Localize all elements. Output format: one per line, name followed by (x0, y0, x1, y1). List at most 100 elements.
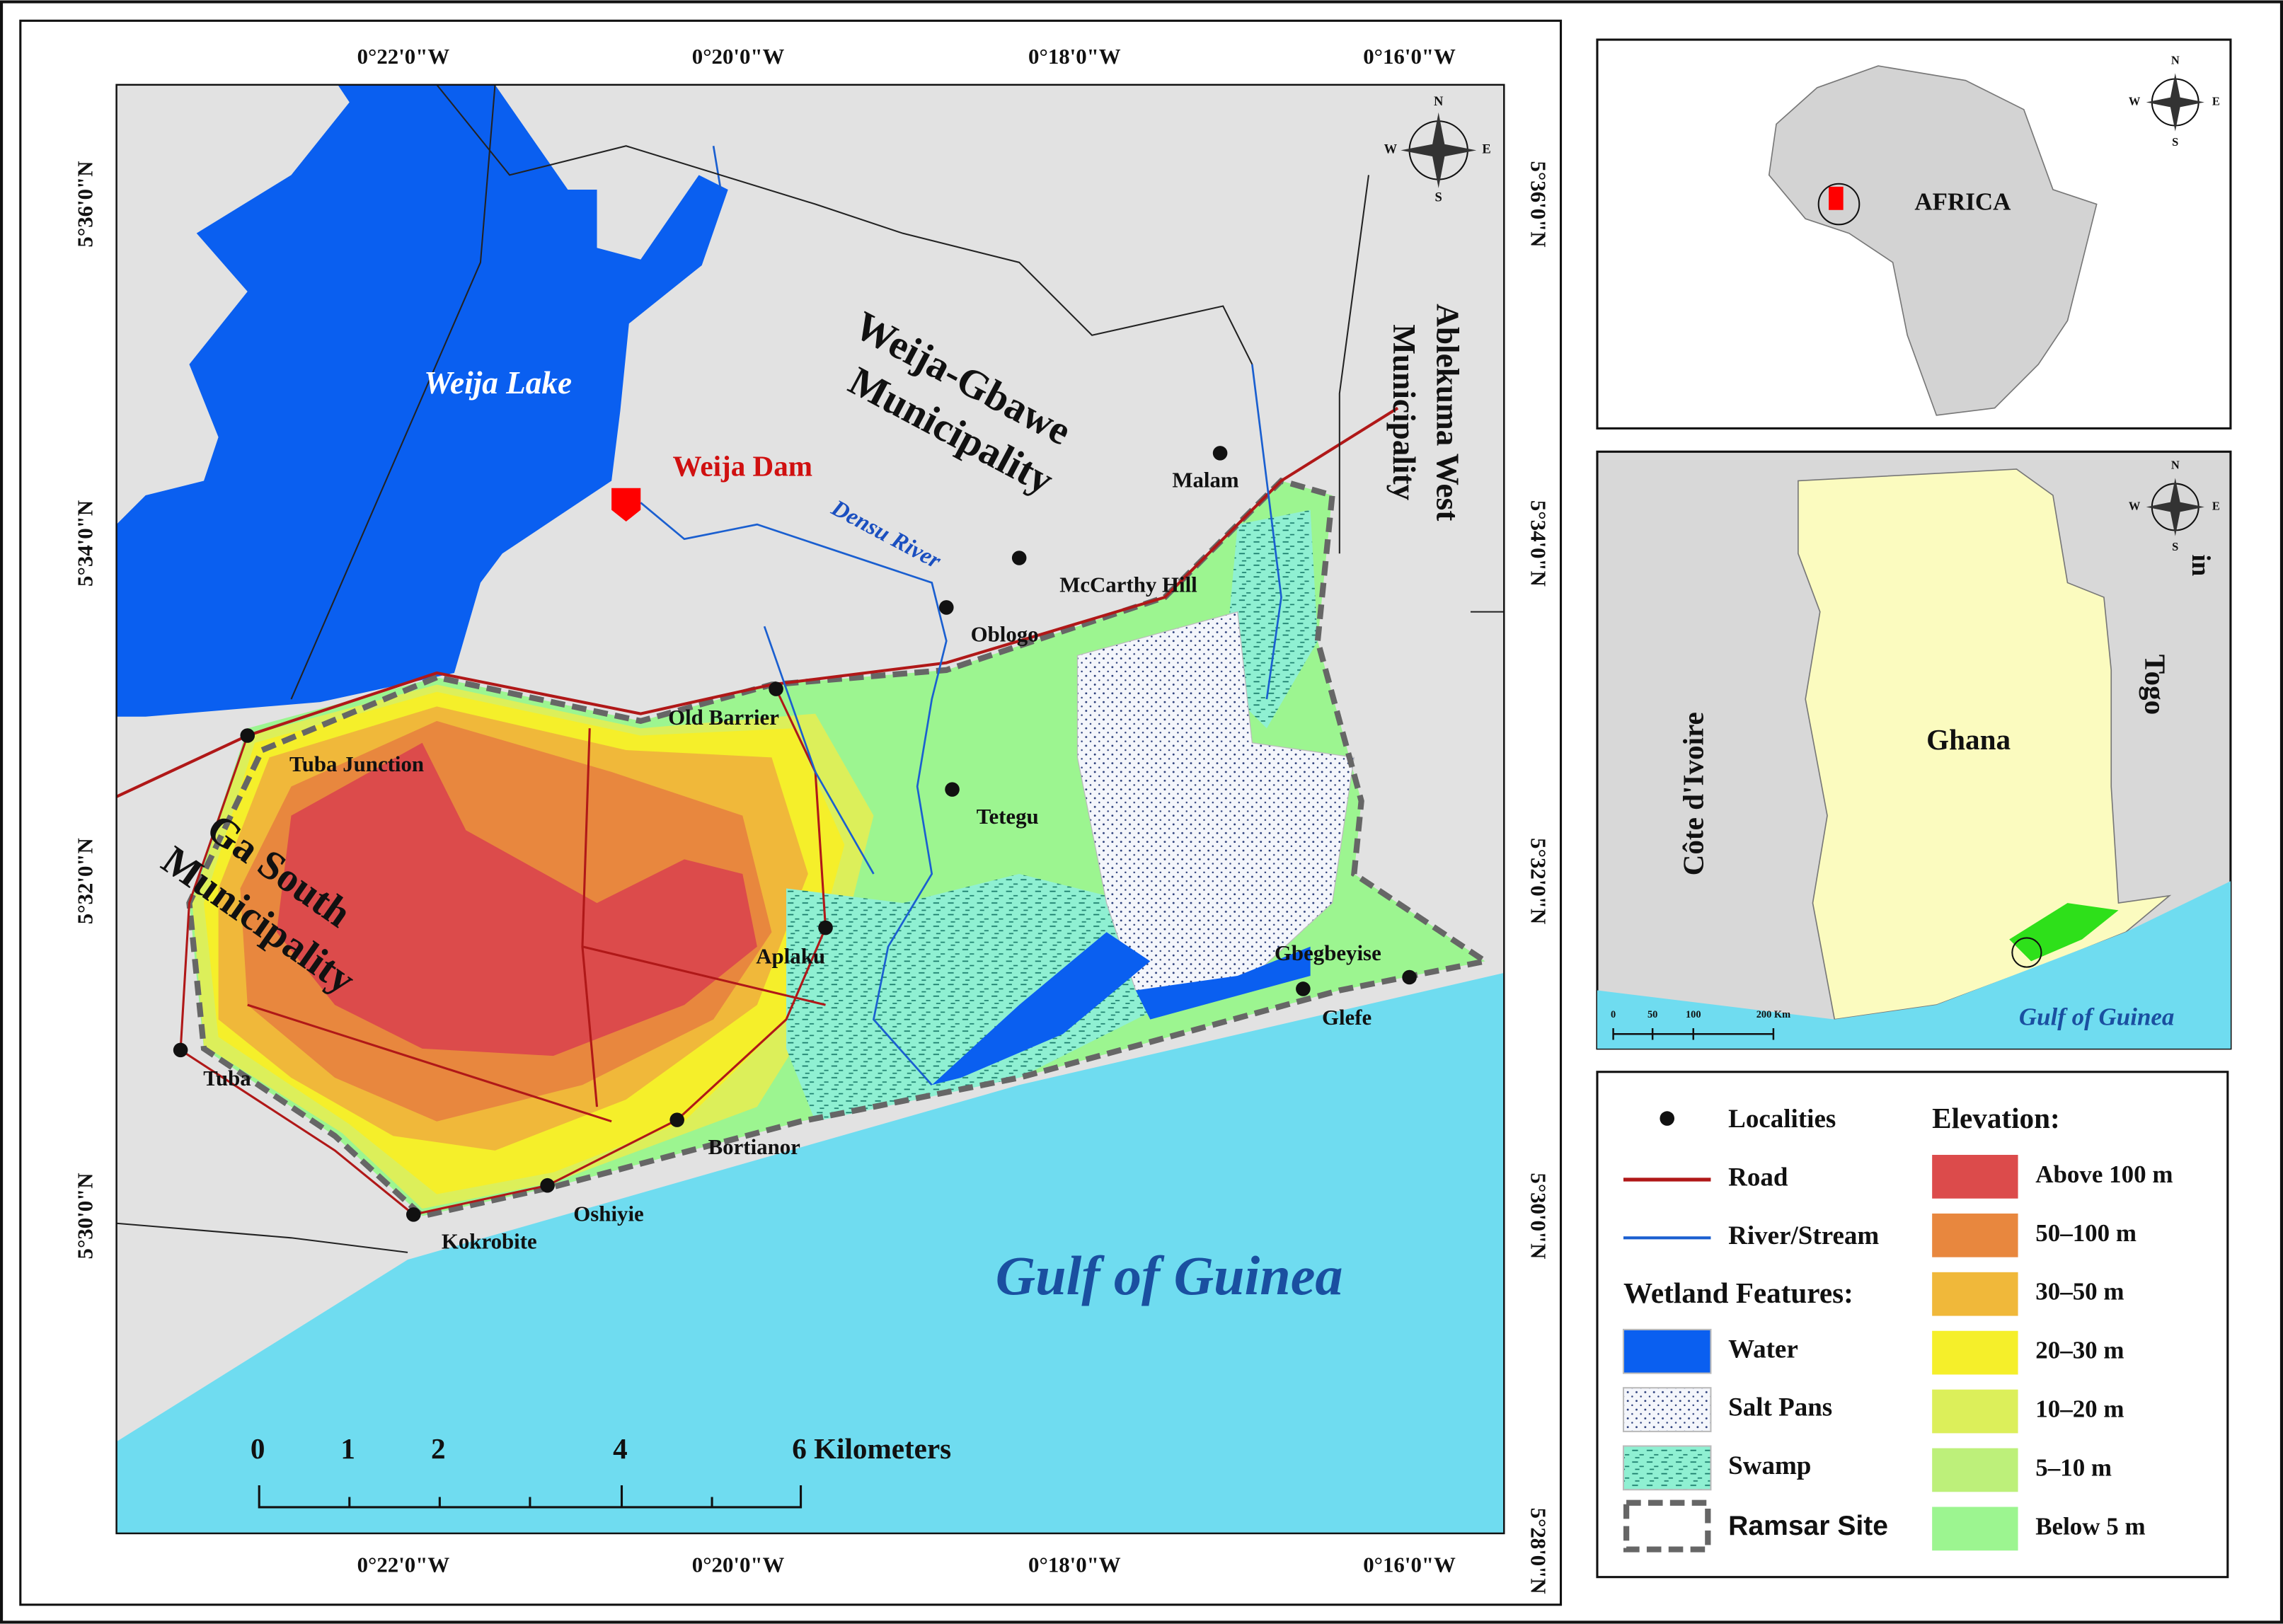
legend (1596, 1071, 2229, 1579)
locality-dot (240, 728, 255, 743)
legend-label: 20–30 m (2035, 1337, 2124, 1364)
lon-label: 0°18'0"W (1028, 45, 1121, 69)
lat-label: 5°34'0"N (1526, 500, 1550, 587)
label-fragment: in (2186, 554, 2215, 576)
ramsar-boundary (186, 477, 1493, 1219)
compass-letter: S (1435, 191, 1442, 205)
locality-dot (1212, 446, 1228, 461)
swamp (786, 873, 1165, 1122)
compass-letter: W (2129, 499, 2141, 512)
locality-dot (939, 600, 954, 615)
compass-letter: S (2172, 540, 2178, 553)
legend-swatch (1932, 1389, 2018, 1434)
scale-label: 0 (251, 1432, 265, 1465)
legend-label: Ramsar Site (1728, 1511, 1888, 1541)
sea (116, 972, 1505, 1533)
locality-label: Oblogo (971, 623, 1039, 647)
locality-label: Tuba Junction (289, 752, 424, 776)
legend-swatch (1932, 1448, 2018, 1492)
dam-label: Weija Dam (672, 449, 812, 482)
lat-label: 5°28'0"N (1526, 1508, 1550, 1594)
map-frame (19, 19, 1563, 1606)
legend-label: Below 5 m (2035, 1512, 2145, 1540)
elev-above-100 (276, 742, 757, 1056)
locality-label: Glefe (1322, 1006, 1371, 1030)
locality-label: Gbegbeyise (1275, 941, 1381, 965)
scale-bar (258, 1485, 803, 1509)
compass-letter: N (2171, 54, 2180, 67)
lat-label: 5°30'0"N (74, 1173, 98, 1259)
north-arrow (1401, 112, 1477, 188)
main-map (116, 84, 1505, 1533)
sea-label: Gulf of Guinea (996, 1245, 1343, 1306)
ghana-inset (1596, 450, 2232, 1050)
salt-pans (1076, 611, 1355, 991)
legend-swatch (1932, 1155, 2018, 1199)
locality-dot (818, 920, 833, 935)
legend-label: 5–10 m (2035, 1453, 2112, 1481)
legend-swatch (1932, 1272, 2018, 1316)
lon-label: 0°16'0"W (1363, 45, 1456, 69)
legend-swatch (1932, 1213, 2018, 1257)
compass-letter: W (1384, 143, 1398, 157)
locality-label: McCarthy Hill (1059, 573, 1197, 597)
africa-inset (1596, 38, 2232, 430)
scale-label: 200 Km (1756, 1009, 1790, 1020)
legend-label: Road (1728, 1163, 1788, 1192)
legend-label: Localities (1728, 1105, 1836, 1134)
legend-title: Wetland Features: (1623, 1277, 1853, 1309)
compass-letter: W (2129, 94, 2141, 108)
locality-dot (1296, 981, 1311, 996)
lat-label: 5°32'0"N (74, 838, 98, 924)
dam-symbol (611, 488, 641, 522)
locality-dot (669, 1112, 684, 1127)
legend-swatch (1622, 1328, 1712, 1374)
legend-label: 10–20 m (2035, 1395, 2124, 1423)
legend-label: Water (1728, 1335, 1798, 1364)
compass-letter: S (2172, 135, 2178, 149)
locality-dot (1402, 969, 1417, 985)
map-neatline (115, 83, 1505, 1535)
compass-letter: E (2212, 499, 2220, 512)
legend-label: 30–50 m (2035, 1278, 2124, 1306)
country-label: Togo (2139, 655, 2171, 715)
locality-label: Tetegu (977, 805, 1039, 829)
lat-label: 5°32'0"N (1526, 838, 1550, 924)
legend-label: Swamp (1728, 1451, 1811, 1480)
compass-letter: N (2171, 459, 2180, 472)
lat-label: 5°36'0"N (74, 161, 98, 248)
admin-boundary (116, 84, 1505, 1253)
locality-dot (945, 782, 960, 797)
legend-label: River/Stream (1728, 1221, 1879, 1250)
lat-label: 5°34'0"N (74, 500, 98, 587)
scale-label: 0 (1611, 1009, 1616, 1020)
locality-label: Old Barrier (668, 706, 779, 730)
locality-dot (540, 1177, 555, 1193)
scale-label: 50 (1647, 1009, 1657, 1020)
lon-label: 0°20'0"W (692, 1553, 785, 1577)
locality-dot (1011, 551, 1027, 565)
locality-label: Aplaku (756, 944, 825, 968)
swamp-north (1223, 509, 1318, 729)
country-label: Ghana (1926, 723, 2011, 756)
river (640, 146, 1282, 1086)
locality-dot (769, 681, 783, 696)
lon-label: 0°18'0"W (1028, 1553, 1121, 1577)
compass-letter: E (2212, 94, 2220, 108)
scale-label: 4 (613, 1432, 628, 1465)
compass-letter: E (1482, 143, 1490, 157)
legend-swatch (1932, 1330, 2018, 1375)
weija-lake (116, 84, 728, 717)
legend-label: Above 100 m (2035, 1161, 2173, 1188)
locality-dot (406, 1207, 421, 1222)
district-label: Municipality (1386, 324, 1422, 500)
compass-letter: N (1434, 95, 1444, 109)
locality-label: Tuba (203, 1066, 251, 1090)
lake-label: Weija Lake (424, 365, 572, 401)
legend-swatch (1932, 1507, 2018, 1551)
legend-label: 50–100 m (2035, 1219, 2137, 1247)
legend-swatch (1622, 1445, 1712, 1491)
legend-label: Salt Pans (1728, 1393, 1832, 1422)
country-label: Côte d'Ivoire (1677, 712, 1709, 875)
locality-label: Oshiyie (573, 1202, 643, 1226)
